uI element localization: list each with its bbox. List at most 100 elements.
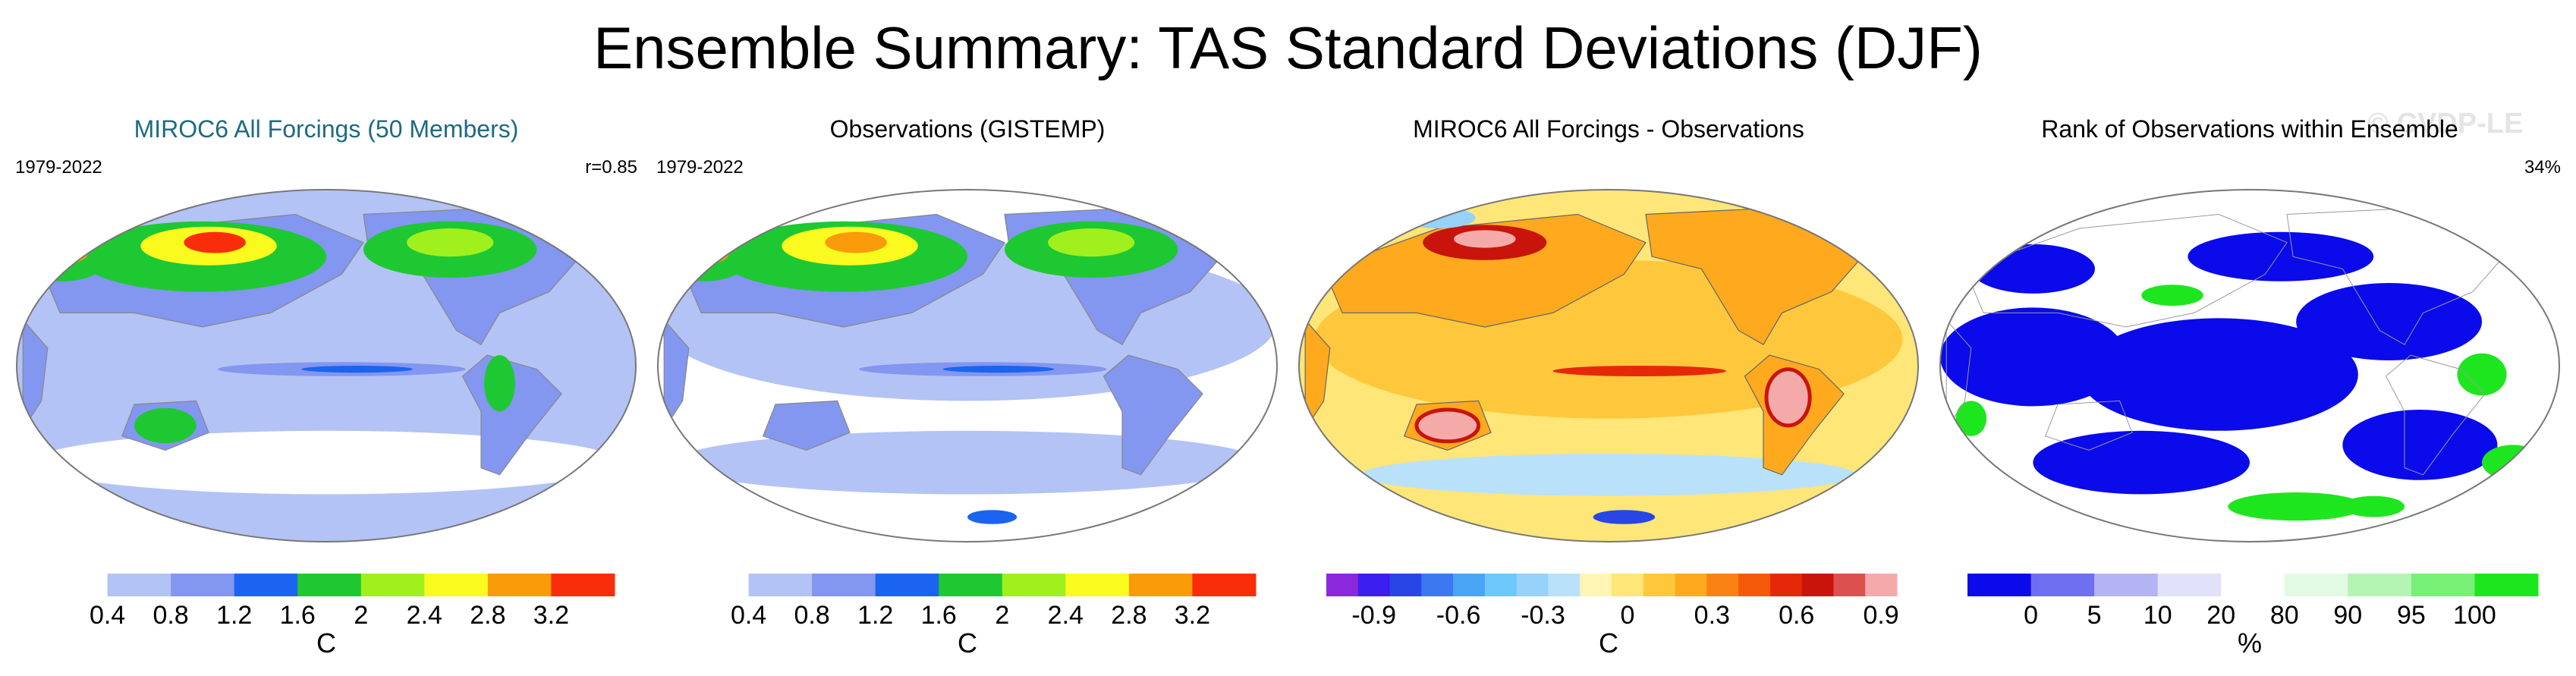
colorbar-swatch	[2221, 574, 2285, 596]
colorbar-swatch	[551, 574, 615, 596]
panel-model-stddev: MIROC6 All Forcings (50 Members) 1979-20…	[15, 114, 637, 668]
rank-low-region	[2079, 318, 2358, 431]
map-field	[1940, 190, 2559, 542]
diff-australia	[1414, 407, 1481, 444]
rank-low-region	[2188, 231, 2374, 281]
map	[657, 189, 1278, 542]
southern-band	[673, 430, 1262, 495]
colorbar-swatch	[685, 574, 750, 596]
period-label: 1979-2022	[15, 157, 102, 178]
siberia-max	[184, 231, 246, 253]
colorbar-swatch	[1833, 574, 1866, 596]
colorbar-swatch	[1128, 574, 1193, 596]
colorbar-swatch	[1643, 574, 1676, 596]
period-label: 1979-2022	[656, 157, 744, 178]
diff-samerica	[1764, 367, 1812, 428]
europe-peak	[44, 242, 88, 264]
colorbar-swatch	[44, 574, 109, 596]
colorbar-swatch	[1065, 574, 1130, 596]
colorbar-tick-label: 80	[2270, 601, 2299, 630]
land-africa	[1945, 319, 1972, 431]
map	[16, 189, 637, 542]
rank-high-region	[2141, 285, 2203, 307]
colorbar-swatch	[939, 574, 1003, 596]
colorbar-swatch	[1357, 574, 1391, 596]
colorbar-tick-label: 0.8	[153, 601, 188, 630]
colorbar-tick-label: 3.2	[1175, 601, 1210, 630]
colorbar-tick-label: 1.6	[280, 601, 316, 630]
colorbar-tick-label: 0.9	[1863, 601, 1898, 630]
colorbar-tick-label: 95	[2397, 601, 2426, 630]
colorbar-swatch	[2411, 574, 2475, 596]
enso-core	[942, 366, 1055, 373]
antarctic-spot	[967, 510, 1018, 524]
colorbar-tick-label: 1.2	[857, 601, 893, 630]
australia-high	[134, 407, 197, 444]
colorbar-swatch	[1548, 574, 1581, 596]
rank-high-region	[2482, 445, 2544, 480]
rank-high-region	[2228, 492, 2364, 521]
colorbar-tick-label: 5	[2087, 601, 2102, 630]
colorbar-swatch	[1516, 574, 1549, 596]
colorbar-tick-label: 20	[2206, 601, 2235, 630]
colorbar-swatch	[487, 574, 552, 596]
colorbar: 0 5 10 20 80 90 95 100%	[1967, 574, 2539, 659]
panel-difference: MIROC6 All Forcings - Observations -0.9-…	[1297, 114, 1920, 668]
rank-low-region	[2033, 430, 2250, 495]
colorbar-swatch	[2474, 574, 2539, 596]
land-samerica	[2385, 354, 2486, 476]
map	[1939, 189, 2560, 542]
colorbar-tick-label: 1.6	[921, 601, 957, 630]
colorbar-swatch	[2348, 574, 2412, 596]
land-samerica	[1102, 354, 1203, 476]
colorbar-tick-label: 0.6	[1779, 601, 1814, 630]
colorbar-swatch	[1421, 574, 1454, 596]
land-australia	[762, 400, 851, 451]
colorbar-swatch	[1738, 574, 1771, 596]
diff-antarctic	[1593, 510, 1656, 524]
land-asia	[1964, 213, 2288, 328]
colorbar-swatch	[1002, 574, 1066, 596]
map-border	[657, 189, 1278, 542]
colorbar: 0.4 0.8 1.2 1.6 2 2.4 2.8 3.2 C	[685, 574, 1257, 659]
colorbar-swatch	[107, 574, 171, 596]
rank-low-region	[2342, 410, 2498, 480]
colorbar-tick-label: 2.8	[1111, 601, 1146, 630]
percent-label: 34%	[2524, 157, 2561, 178]
rank-low-region	[2296, 283, 2482, 360]
colorbar-swatch	[1706, 574, 1739, 596]
rank-low-region	[1940, 307, 2126, 407]
map-field	[658, 190, 1277, 542]
colorbar-swatch	[1769, 574, 1803, 596]
colorbar-swatch	[234, 574, 298, 596]
colorbar-tick-label: 1.2	[216, 601, 252, 630]
map-field	[17, 190, 636, 542]
land-africa	[22, 319, 49, 431]
siberia-max	[825, 231, 887, 253]
rank-high-region	[2342, 495, 2405, 517]
colorbar-swatch	[2030, 574, 2095, 596]
map-border	[1298, 189, 1919, 542]
colorbar-swatch	[748, 574, 813, 596]
land-asia	[1323, 213, 1647, 328]
map-border	[1939, 189, 2560, 542]
page-title: Ensemble Summary: TAS Standard Deviation…	[593, 14, 1983, 81]
colorbar-swatch	[297, 574, 362, 596]
colorbar-swatch	[1967, 574, 2032, 596]
correlation-label: r=0.85	[585, 157, 637, 178]
colorbar-tick-label: -0.3	[1521, 601, 1565, 630]
colorbar-unit-label: %	[2238, 627, 2262, 659]
colorbar-tick-label: 90	[2333, 601, 2362, 630]
colorbar: -0.9 -0.6 -0.3 0 0.3 0.6 0.9 C	[1326, 574, 1899, 659]
andes-high	[484, 355, 515, 412]
colorbar-swatch	[2284, 574, 2348, 596]
watermark: © CVDP-LE	[2367, 108, 2524, 140]
panel-title: Observations (GISTEMP)	[829, 115, 1106, 143]
colorbar-tick-label: 0.3	[1694, 601, 1730, 630]
colorbar-tick-label: 10	[2144, 601, 2172, 630]
colorbar-swatch	[1675, 574, 1707, 596]
colorbar-swatch	[1453, 574, 1486, 596]
land-africa	[663, 319, 690, 431]
map-field	[1299, 190, 1918, 542]
panel-title: MIROC6 All Forcings - Observations	[1413, 115, 1804, 143]
